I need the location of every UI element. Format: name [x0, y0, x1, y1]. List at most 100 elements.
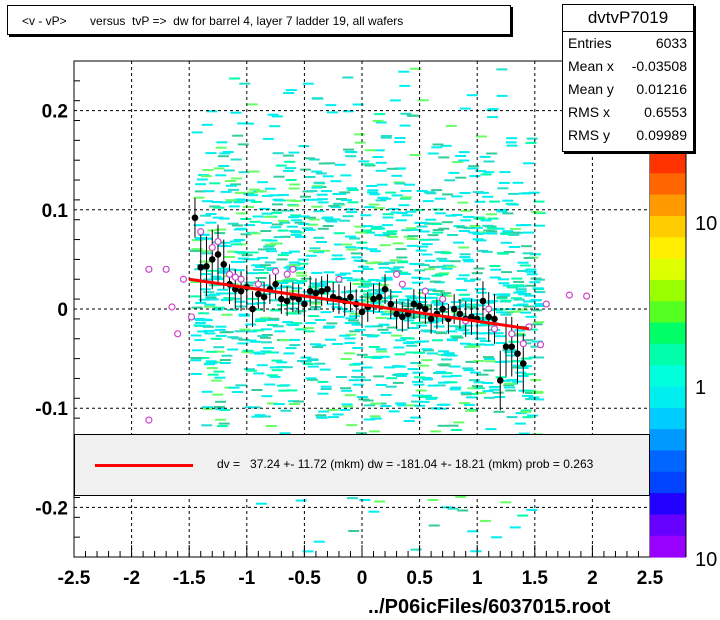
- histogram-cell: [344, 322, 356, 324]
- histogram-cell: [198, 298, 210, 301]
- histogram-cell: [424, 259, 436, 262]
- histogram-cell: [399, 124, 411, 127]
- histogram-cell: [239, 328, 251, 331]
- histogram-cell: [263, 347, 275, 349]
- histogram-cell: [453, 241, 465, 244]
- histogram-cell: [212, 216, 224, 219]
- histogram-cell: [502, 349, 514, 352]
- profile-point: [208, 256, 216, 263]
- histogram-cell: [522, 416, 534, 419]
- histogram-cell: [395, 248, 407, 251]
- histogram-cell: [372, 119, 384, 122]
- histogram-cell: [243, 205, 254, 208]
- palette-swatch: [650, 343, 686, 366]
- palette-swatch: [650, 237, 686, 260]
- histogram-cell: [283, 352, 295, 355]
- histogram-cell: [375, 161, 387, 164]
- histogram-cell: [525, 398, 537, 401]
- histogram-cell: [423, 222, 435, 225]
- profile-point: [502, 343, 510, 350]
- histogram-cell: [366, 185, 378, 187]
- histogram-cell: [433, 372, 445, 375]
- histogram-cell: [438, 156, 450, 159]
- histogram-cell: [294, 221, 306, 224]
- histogram-cell: [502, 199, 514, 202]
- histogram-cell: [253, 372, 265, 375]
- histogram-cell: [503, 382, 515, 385]
- histogram-cell: [499, 293, 511, 296]
- histogram-cell: [434, 384, 446, 387]
- histogram-cell: [402, 337, 414, 340]
- profile-point: [220, 261, 228, 268]
- histogram-cell: [523, 257, 535, 259]
- histogram-cell: [484, 358, 496, 360]
- histogram-cell: [265, 248, 276, 250]
- histogram-cell: [428, 266, 440, 269]
- histogram-cell: [307, 365, 319, 368]
- histogram-cell: [428, 524, 440, 527]
- histogram-cell: [431, 274, 443, 277]
- histogram-cell: [450, 335, 462, 338]
- histogram-cell: [498, 181, 510, 184]
- histogram-cell: [425, 288, 437, 291]
- histogram-cell: [198, 312, 210, 315]
- histogram-cell: [527, 414, 539, 417]
- open-marker: [272, 267, 280, 275]
- histogram-cell: [474, 200, 486, 203]
- histogram-cell: [288, 264, 300, 267]
- histogram-cell: [290, 214, 302, 217]
- file-label: ../P06icFiles/6037015.root: [368, 596, 611, 618]
- histogram-cell: [290, 233, 302, 236]
- histogram-cell: [503, 251, 515, 253]
- histogram-cell: [477, 191, 489, 194]
- histogram-cell: [460, 209, 472, 212]
- histogram-cell: [398, 312, 409, 315]
- histogram-cell: [233, 201, 245, 204]
- histogram-cell: [520, 409, 532, 412]
- stats-label: Mean y: [568, 81, 614, 97]
- histogram-cell: [313, 181, 325, 184]
- histogram-cell: [406, 244, 418, 247]
- histogram-cell: [425, 192, 437, 195]
- histogram-cell: [214, 376, 226, 379]
- histogram-cell: [278, 219, 289, 222]
- histogram-cell: [304, 216, 316, 219]
- palette-label: 10: [695, 549, 717, 571]
- fit-legend: dv = 37.24 +- 11.72 (mkm) dw = -181.04 +…: [74, 434, 650, 496]
- histogram-cell: [378, 263, 390, 265]
- profile-point: [410, 300, 418, 308]
- histogram-cell: [205, 350, 217, 353]
- histogram-cell: [411, 394, 423, 397]
- profile-point: [422, 305, 429, 313]
- histogram-cell: [358, 160, 370, 163]
- histogram-cell: [233, 239, 245, 242]
- histogram-cell: [447, 424, 459, 427]
- histogram-cell: [283, 209, 295, 212]
- histogram-cell: [421, 296, 433, 299]
- open-marker: [214, 237, 222, 246]
- histogram-cell: [525, 270, 537, 273]
- histogram-cell: [373, 292, 385, 295]
- histogram-cell: [382, 213, 394, 216]
- histogram-cell: [277, 229, 289, 232]
- histogram-cell: [237, 342, 249, 345]
- histogram-cell: [450, 311, 462, 313]
- histogram-cell: [410, 416, 422, 419]
- histogram-cell: [496, 210, 508, 213]
- histogram-cell: [313, 540, 325, 543]
- histogram-cell: [243, 193, 255, 196]
- histogram-cell: [474, 304, 486, 307]
- histogram-cell: [269, 375, 281, 378]
- histogram-cell: [311, 186, 323, 189]
- histogram-cell: [506, 286, 518, 289]
- histogram-cell: [269, 309, 281, 312]
- histogram-cell: [240, 233, 252, 236]
- histogram-cell: [411, 296, 423, 299]
- histogram-cell: [524, 294, 536, 297]
- histogram-cell: [424, 268, 435, 271]
- open-marker: [174, 330, 182, 338]
- histogram-cell: [375, 300, 387, 303]
- stats-value: 0.6553: [644, 104, 687, 120]
- histogram-cell: [532, 390, 544, 393]
- histogram-cell: [469, 175, 481, 178]
